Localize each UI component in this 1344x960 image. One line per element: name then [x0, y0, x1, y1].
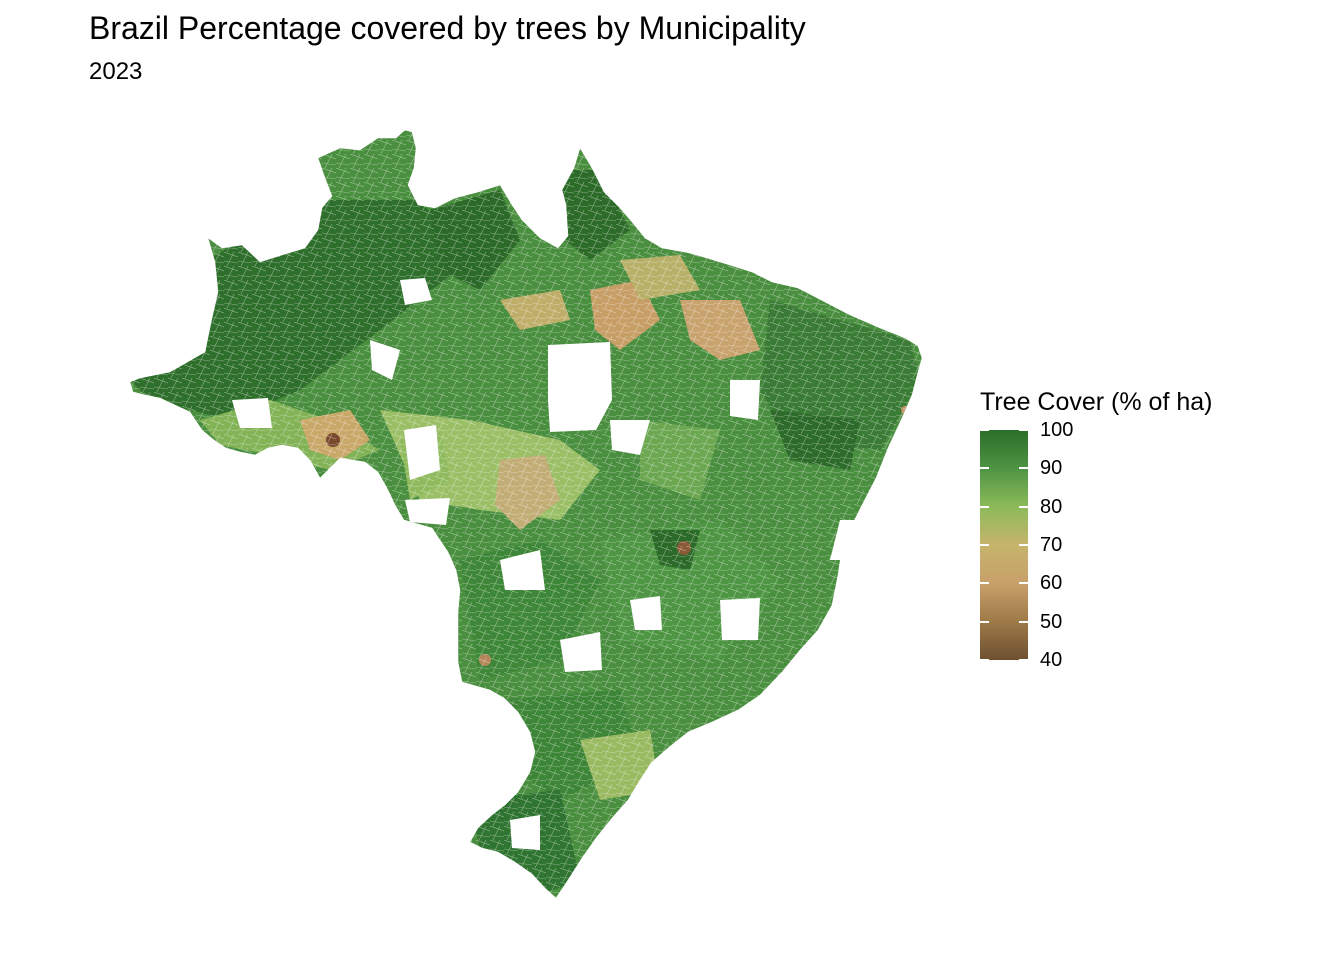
legend-tick-label: 40 — [1040, 649, 1063, 671]
legend-tick-mark — [1019, 505, 1028, 508]
legend-tick-label: 50 — [1040, 610, 1063, 633]
legend-tick-mark — [1019, 620, 1028, 623]
legend-tick-mark — [1019, 659, 1028, 661]
legend-tick-mark — [1019, 429, 1028, 431]
legend-tick-mark — [1019, 582, 1028, 585]
map-title: Brazil Percentage covered by trees by Mu… — [89, 10, 806, 46]
legend-tick-mark — [980, 582, 989, 585]
legend-tick-label: 80 — [1040, 495, 1063, 518]
legend-tick-label: 90 — [1040, 457, 1063, 480]
map-subtitle: 2023 — [89, 58, 143, 85]
legend-tick-mark — [980, 544, 989, 546]
legend-tick-mark — [1019, 544, 1028, 546]
legend-tick-label: 60 — [1040, 572, 1063, 595]
municipality-boundaries — [130, 130, 922, 898]
legend-tick-label: 100 — [1040, 419, 1074, 441]
legend-tick-mark — [980, 505, 989, 508]
legend-title: Tree Cover (% of ha) — [980, 388, 1213, 416]
legend-tick-mark — [980, 467, 989, 470]
legend-tick-mark — [980, 620, 989, 623]
legend-tick-mark — [980, 429, 989, 431]
legend-tick-mark — [1019, 467, 1028, 470]
legend-tick-mark — [980, 659, 989, 661]
legend-tick-label: 70 — [1040, 534, 1063, 556]
map-regions — [130, 130, 922, 898]
